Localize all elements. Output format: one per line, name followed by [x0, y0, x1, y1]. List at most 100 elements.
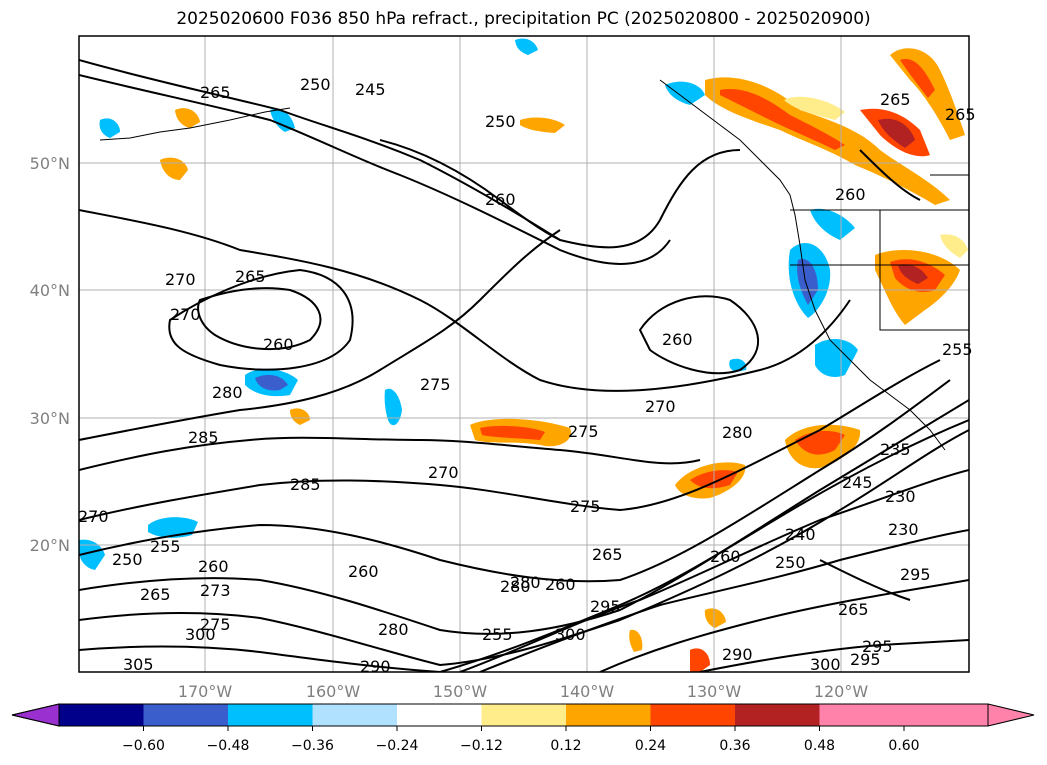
contour-label: 300	[185, 625, 216, 644]
colorbar-segment	[228, 704, 313, 726]
lat-label: 20°N	[30, 536, 70, 555]
contour-label: 260	[485, 190, 516, 209]
colorbar-tick-marks	[143, 726, 905, 731]
contour-label: 295	[900, 565, 931, 584]
lon-label: 140°W	[560, 682, 615, 701]
lon-label: 160°W	[306, 682, 361, 701]
contour-label: 265	[945, 105, 976, 124]
precipitation-shading	[79, 38, 968, 672]
contour-label: 270	[170, 305, 201, 324]
contour-label: 280	[212, 383, 243, 402]
colorbar-outline	[58, 703, 989, 727]
lon-label: 130°W	[687, 682, 742, 701]
contour-label: 270	[645, 397, 676, 416]
contour-label: 265	[592, 545, 623, 564]
contour-label: 260	[710, 547, 741, 566]
colorbar-segment	[312, 704, 397, 726]
contour-label: 230	[888, 520, 919, 539]
colorbar-segment	[59, 704, 144, 726]
contour-label: 273	[200, 581, 231, 600]
colorbar-segment	[735, 704, 820, 726]
longitude-labels: 170°W 160°W 150°W 140°W 130°W 120°W	[178, 682, 869, 701]
contour-label: 270	[78, 507, 109, 526]
colorbar-segment	[566, 704, 651, 726]
contour-label: 250	[300, 75, 331, 94]
contour-label: 290	[360, 657, 391, 676]
contour-label: 265	[235, 267, 266, 286]
contour-label: 245	[355, 80, 386, 99]
contour-label: 255	[150, 537, 181, 556]
contour-label: 250	[775, 553, 806, 572]
contour-label: 265	[880, 90, 911, 109]
contour-label: 250	[485, 112, 516, 131]
colorbar-extend-right	[904, 704, 1034, 726]
contour-label: 260	[198, 557, 229, 576]
colorbar-tick-label: −0.24	[376, 738, 419, 754]
contour-label: 240	[785, 525, 816, 544]
contour-labels: 265 250 245 250 260 265 265 270 260 280 …	[78, 75, 976, 676]
colorbar-tick-label: −0.12	[460, 738, 503, 754]
colorbar-tick-label: 0.24	[635, 738, 666, 754]
contour-label: 305	[123, 655, 154, 674]
contour-label: 265	[140, 585, 171, 604]
contour-label: 235	[880, 440, 911, 459]
latitude-labels: 50°N 40°N 30°N 20°N	[30, 154, 70, 555]
contour-label: 270	[165, 270, 196, 289]
colorbar-extend-left	[11, 703, 60, 727]
contour-label: 290	[722, 645, 753, 664]
contour-label: 295	[590, 597, 621, 616]
contour-label: 275	[200, 615, 231, 634]
contour-label: 300	[810, 655, 841, 674]
colorbar-tick-label: 0.48	[804, 738, 835, 754]
contour-label: 265	[838, 600, 869, 619]
contour-label: 285	[188, 428, 219, 447]
lon-label: 120°W	[814, 682, 869, 701]
contour-label: 275	[420, 375, 451, 394]
contour-label: 245	[842, 473, 873, 492]
plot-frame	[78, 35, 970, 673]
colorbar-segment	[819, 704, 904, 726]
contour-label: 280	[378, 620, 409, 639]
colorbar-extend-outline	[11, 703, 1035, 727]
colorbar-segment	[481, 704, 566, 726]
contour-label: 230	[885, 487, 916, 506]
contour-label: 255	[942, 340, 973, 359]
colorbar-tick-label: −0.36	[291, 738, 334, 754]
lat-label: 40°N	[30, 281, 70, 300]
contour-label: 265	[200, 83, 231, 102]
contour-label: 280	[722, 423, 753, 442]
lon-label: 150°W	[433, 682, 488, 701]
colorbar-tick-label: 0.60	[888, 738, 919, 754]
colorbar-segment	[650, 704, 735, 726]
colorbar: −0.60 −0.48 −0.36 −0.24 −0.12 0.12 0.24 …	[11, 703, 1035, 754]
contour-label: 280	[500, 577, 531, 596]
contour-label: 300	[555, 625, 586, 644]
colorbar-segment	[397, 704, 482, 726]
contour-label: 260	[835, 185, 866, 204]
colorbar-tick-label: 0.36	[719, 738, 750, 754]
contour-label: 260	[662, 330, 693, 349]
lat-label: 50°N	[30, 154, 70, 173]
contour-label: 295	[862, 637, 893, 656]
contour-label: 255	[482, 625, 513, 644]
colorbar-tick-label: −0.60	[122, 738, 165, 754]
contour-label: 260	[545, 575, 576, 594]
colorbar-segment	[143, 704, 228, 726]
contour-label: 285	[290, 475, 321, 494]
contour-label: 275	[568, 422, 599, 441]
contour-label: 250	[112, 550, 143, 569]
contour-label: 260	[348, 562, 379, 581]
contour-label: 280	[510, 573, 541, 592]
contour-label: 260	[263, 335, 294, 354]
lat-label: 30°N	[30, 409, 70, 428]
colorbar-tick-label: 0.12	[550, 738, 581, 754]
refractivity-contours	[79, 59, 969, 672]
contour-label: 275	[570, 497, 601, 516]
contour-label: 270	[428, 463, 459, 482]
colorbar-tick-label: −0.48	[207, 738, 250, 754]
contour-label: 295	[850, 650, 881, 669]
lon-label: 170°W	[178, 682, 233, 701]
graticule	[79, 36, 969, 672]
map-title: 2025020600 F036 850 hPa refract., precip…	[176, 9, 871, 29]
